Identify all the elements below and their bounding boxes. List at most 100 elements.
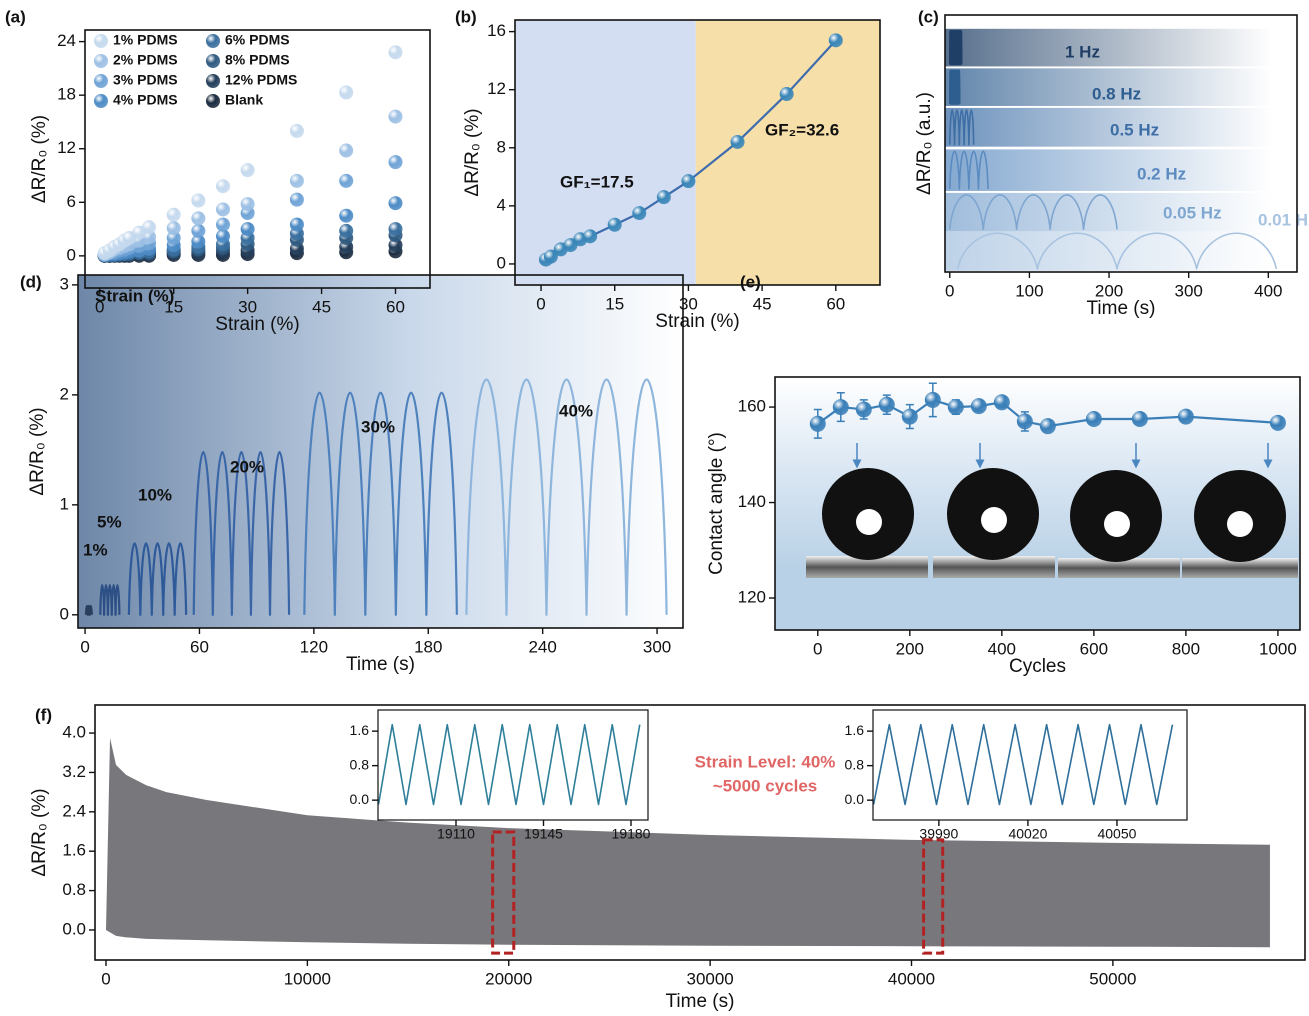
x-tick-label: 0 xyxy=(536,294,545,313)
data-point xyxy=(191,211,206,226)
series-line xyxy=(192,450,291,616)
panel: 39990 40020 40050 0.0 0.8 1.6 xyxy=(845,709,1188,842)
data-point xyxy=(142,220,157,235)
panel: 1%5%10%20%30%40%0 60 120 180 240 3000123Time … xyxy=(20,272,684,675)
annotation: ~5000 cycles xyxy=(713,776,817,795)
x-tick-label: 200 xyxy=(896,639,924,658)
highlight-box xyxy=(922,838,945,955)
data-point xyxy=(289,217,304,232)
series-label: 20% xyxy=(230,457,264,476)
inset-background xyxy=(378,710,648,820)
plot-frame xyxy=(944,14,1298,273)
x-tick-label: 20000 xyxy=(485,969,532,988)
data-point xyxy=(166,207,181,222)
data-point xyxy=(632,206,647,221)
data-point xyxy=(970,398,987,415)
series-label: 0.2 Hz xyxy=(1137,164,1186,183)
x-tick-label: 30 xyxy=(238,297,257,316)
x-tick-label: 15 xyxy=(605,294,624,313)
y-axis-title: Contact angle (°) xyxy=(706,432,727,575)
legend-label: 6% PDMS xyxy=(225,32,290,48)
panel-label: (c) xyxy=(918,7,939,26)
x-tick-label: 600 xyxy=(1080,639,1108,658)
x-tick-label: 30000 xyxy=(686,969,733,988)
y-axis-title: ΔR/R₀ (a.u.) xyxy=(914,92,935,195)
y-tick-label: 16 xyxy=(487,21,506,40)
legend-label: Blank xyxy=(225,92,263,108)
annotation: GF₁=17.5 xyxy=(560,172,634,191)
x-tick-label: 100 xyxy=(1015,281,1043,300)
data-point xyxy=(289,173,304,188)
x-tick-label: 1000 xyxy=(1259,639,1297,658)
x-tick-label: 19180 xyxy=(612,826,651,842)
y-tick-label: 6 xyxy=(67,192,76,211)
trace-band xyxy=(945,68,1273,106)
highlight-box xyxy=(491,830,516,955)
x-tick-label: 120 xyxy=(300,637,328,656)
y-tick-label: 8 xyxy=(497,137,506,156)
y-tick-label: 1.6 xyxy=(845,722,865,738)
x-tick-label: 0 xyxy=(101,969,110,988)
x-tick-label: 60 xyxy=(386,297,405,316)
x-tick-label: 0 xyxy=(945,281,954,300)
legend-marker xyxy=(94,54,108,68)
x-axis-title: Time (s) xyxy=(1087,298,1156,319)
y-axis-title: ΔR/R₀ (%) xyxy=(29,115,50,203)
data-point xyxy=(240,163,255,178)
data-point xyxy=(191,234,206,249)
x-tick-label: 50000 xyxy=(1089,969,1136,988)
data-point xyxy=(339,173,354,188)
trace-band xyxy=(945,192,1273,232)
data-point xyxy=(339,208,354,223)
x-tick-label: 0 xyxy=(80,637,89,656)
data-point xyxy=(924,391,941,408)
legend-marker xyxy=(94,74,108,88)
data-point xyxy=(1269,414,1286,431)
series-line xyxy=(948,109,975,146)
series-label: 1% xyxy=(83,540,108,559)
y-tick-label: 0.0 xyxy=(350,791,370,807)
plot-frame xyxy=(514,19,881,286)
y-axis-title: ΔR/R₀ (%) xyxy=(27,407,48,495)
legend-marker xyxy=(94,34,108,48)
x-axis-title: Cycles xyxy=(1009,656,1066,677)
x-tick-label: 400 xyxy=(1254,281,1282,300)
trace-band xyxy=(945,107,1273,147)
substrate xyxy=(1182,558,1298,578)
data-point xyxy=(240,197,255,212)
x-tick-label: 300 xyxy=(643,637,671,656)
y-tick-label: 3.2 xyxy=(62,762,86,781)
data-point xyxy=(191,223,206,238)
series-line xyxy=(948,150,989,190)
data-point xyxy=(166,221,181,236)
panel: 1 Hz 0.8 Hz 0.5 Hz 0.2 Hz 0.05 Hz 0.01 Hz 0 100… xyxy=(914,7,1309,319)
droplet-highlight xyxy=(1104,511,1130,537)
data-point xyxy=(388,222,403,237)
series-line xyxy=(465,378,668,616)
data-point xyxy=(216,202,230,217)
panel-label: (e) xyxy=(740,272,761,291)
plot-frame xyxy=(94,704,1306,961)
x-tick-label: 240 xyxy=(528,637,556,656)
annotation: Strain Level: 40% xyxy=(695,752,836,771)
chart-title: Strain (%) xyxy=(95,286,174,305)
x-tick-label: 19145 xyxy=(524,826,563,842)
y-tick-label: 4 xyxy=(497,195,506,214)
data-point xyxy=(240,222,255,237)
data-point xyxy=(993,394,1010,411)
panel: 0 10000 20000 30000 40000 50000 0.0 0.8 1.6 2.4 3.… xyxy=(29,704,1306,1012)
data-point xyxy=(878,396,895,413)
series-line xyxy=(303,391,458,616)
y-tick-label: 18 xyxy=(57,85,76,104)
data-point xyxy=(832,399,849,416)
series-label: 30% xyxy=(361,417,395,436)
legend-label: 4% PDMS xyxy=(113,92,178,108)
legend-label: 2% PDMS xyxy=(113,52,178,68)
data-point xyxy=(216,217,230,232)
series-line xyxy=(377,723,641,806)
data-point xyxy=(388,45,403,60)
series-line xyxy=(948,30,963,66)
plot-frame xyxy=(774,376,1301,631)
y-tick-label: 0 xyxy=(497,253,506,272)
